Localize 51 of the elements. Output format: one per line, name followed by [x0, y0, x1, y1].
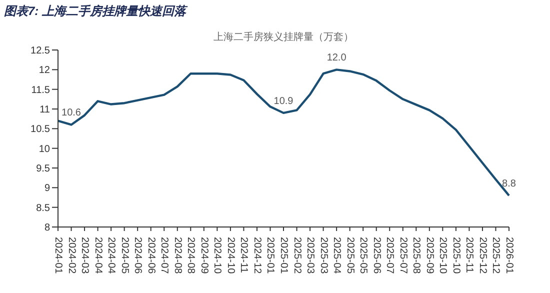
x-tick-label: 2025-09 [424, 237, 435, 274]
y-tick-label: 11.5 [31, 84, 50, 96]
x-tick-label: 2025-01 [264, 237, 276, 274]
y-tick-label: 8 [44, 222, 50, 234]
y-tick-label: 12.5 [30, 46, 50, 57]
x-tick-label: 2024-07 [158, 237, 170, 274]
x-tick-label: 2024-09 [198, 237, 210, 274]
x-tick-label: 2024-08 [172, 237, 183, 274]
x-tick-label: 2024-06 [145, 237, 156, 274]
x-tick-label: 2025-03 [304, 237, 316, 274]
x-tick-label: 2025-03 [318, 237, 329, 274]
y-tick-label: 8.5 [36, 202, 50, 214]
x-tick-label: 2025-04 [331, 237, 342, 274]
x-tick-label: 2025-12 [490, 237, 502, 274]
y-tick-label: 10.5 [30, 124, 50, 136]
x-tick-label: 2025-01 [278, 237, 289, 274]
x-tick-label: 2025-05 [344, 237, 356, 274]
y-tick-label: 9.5 [36, 164, 50, 175]
x-tick-label: 2025-10 [450, 237, 462, 274]
x-tick-label: 2024-04 [106, 237, 117, 274]
x-tick-label: 2025-07 [397, 237, 408, 274]
y-tick-label: 9 [44, 183, 50, 194]
x-tick-label: 2024-04 [92, 237, 104, 274]
x-tick-label: 2024-10 [212, 237, 223, 274]
x-tick-label: 2024-08 [185, 237, 196, 274]
x-tick-label: 2025-05 [358, 237, 369, 274]
x-tick-label: 2025-02 [291, 237, 302, 274]
x-tick-label: 2024-10 [224, 237, 236, 274]
y-tick-label: 12 [38, 65, 50, 76]
y-tick-label: 11 [40, 104, 50, 116]
x-tick-label: 2025-06 [370, 237, 382, 274]
x-tick-label: 2024-11 [238, 237, 250, 274]
x-tick-label: 2025-11 [464, 237, 475, 274]
chart-title: 图表7: 上海二手房挂牌量快速回落 [4, 3, 186, 20]
x-tick-label: 2024-01 [52, 237, 64, 274]
y-tick-label: 10 [38, 144, 50, 155]
data-label: 12.0 [326, 52, 347, 64]
x-tick-label: 2025-07 [384, 237, 396, 274]
data-label: 8.8 [502, 178, 516, 190]
x-tick-label: 2024-05 [118, 237, 130, 274]
x-tick-label: 2025-10 [437, 237, 448, 274]
x-tick-label: 2024-06 [132, 237, 144, 274]
data-label: 10.6 [62, 108, 82, 119]
x-tick-label: 2024-02 [66, 237, 77, 274]
x-tick-label: 2026-01 [504, 237, 514, 274]
data-label: 10.9 [274, 96, 294, 107]
chart-subtitle: 上海二手房狭义挂牌量（万套） [212, 30, 354, 44]
x-tick-label: 2025-12 [476, 237, 488, 274]
x-tick-label: 2024-12 [251, 237, 262, 274]
x-tick-label: 2024-03 [79, 237, 90, 274]
x-tick-label: 2025-08 [410, 237, 422, 274]
